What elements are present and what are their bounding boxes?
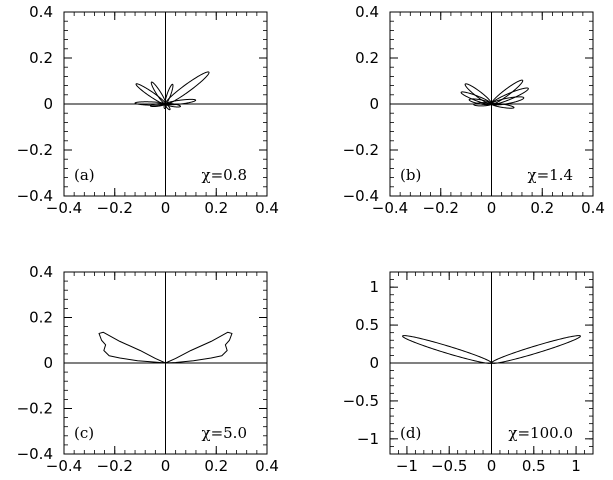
y-tick-label: 0.2 xyxy=(29,49,53,67)
y-tick-label: −0.2 xyxy=(17,400,53,418)
x-tick-label: 0.2 xyxy=(204,457,228,475)
panel-label: (d) xyxy=(400,424,421,442)
emission-lobe-4 xyxy=(135,83,167,105)
x-tick-label: 0 xyxy=(487,457,497,475)
y-tick-label: −0.5 xyxy=(343,392,379,410)
emission-lobe-7 xyxy=(491,102,515,109)
emission-lobe-0 xyxy=(490,96,525,106)
emission-lobe-9 xyxy=(165,102,182,108)
x-tick-label: 0.4 xyxy=(255,199,279,217)
emission-lobe-1 xyxy=(402,335,493,364)
y-tick-label: 0 xyxy=(43,95,53,113)
y-tick-label: −1 xyxy=(357,430,379,448)
y-tick-label: 0.2 xyxy=(29,309,53,327)
x-tick-label: −0.4 xyxy=(46,457,82,475)
chi-annotation: χ=5.0 xyxy=(201,424,247,442)
emission-lobe-6 xyxy=(473,102,492,107)
x-tick-label: 0 xyxy=(487,199,497,217)
emission-lobe-5 xyxy=(468,98,493,106)
chi-annotation: χ=0.8 xyxy=(201,166,247,184)
emission-lobe-3 xyxy=(464,83,493,105)
x-tick-label: 0.4 xyxy=(581,199,605,217)
panel-label: (a) xyxy=(74,166,95,184)
y-tick-label: −0.4 xyxy=(17,445,53,463)
panel-label: (b) xyxy=(400,166,421,184)
x-tick-label: −0.4 xyxy=(372,199,408,217)
emission-lobe-0 xyxy=(490,335,581,364)
x-tick-label: −0.2 xyxy=(423,199,459,217)
emission-lobe-1 xyxy=(164,71,210,105)
y-tick-label: 0.2 xyxy=(355,49,379,67)
x-tick-label: 0.2 xyxy=(530,199,554,217)
y-tick-label: 0.5 xyxy=(355,316,379,334)
x-tick-label: −0.5 xyxy=(431,457,467,475)
x-tick-label: −0.2 xyxy=(97,199,133,217)
y-tick-label: −0.2 xyxy=(343,141,379,159)
y-tick-label: 1 xyxy=(369,278,379,296)
y-tick-label: 0 xyxy=(369,95,379,113)
x-tick-label: 0.5 xyxy=(522,457,546,475)
y-tick-label: 0.4 xyxy=(29,3,53,21)
x-tick-label: −0.4 xyxy=(46,199,82,217)
y-tick-label: −0.2 xyxy=(17,141,53,159)
panel-label: (c) xyxy=(74,424,94,442)
x-tick-label: −1 xyxy=(396,457,418,475)
x-tick-label: 1 xyxy=(571,457,581,475)
panel-c: −0.4 −0.2 0 0.2 0.4 −0.4 −0.2 0 0.2 0.4 (c) χ=5.0 xyxy=(17,263,279,475)
panel-d: −1 −0.5 0 0.5 1 −1 −0.5 0 0.5 1 (d) χ=100.0 xyxy=(343,271,594,475)
panel-b: −0.4 −0.2 0 0.2 0.4 −0.4 −0.2 0 0.2 0.4 (b) χ=1.4 xyxy=(343,3,605,217)
emission-lobe-6 xyxy=(149,102,166,108)
emission-lobe-2 xyxy=(164,83,174,105)
chi-annotation: χ=1.4 xyxy=(527,166,573,184)
y-tick-label: 0 xyxy=(43,354,53,372)
x-tick-label: 0 xyxy=(161,457,171,475)
chi-annotation: χ=100.0 xyxy=(508,424,573,442)
panel-a: −0.4 −0.2 0 0.2 0.4 −0.4 −0.2 0 0.2 0.4 (a) χ=0.8 xyxy=(17,3,279,217)
emission-lobe-2 xyxy=(490,79,524,105)
x-tick-label: 0 xyxy=(161,199,171,217)
emission-lobe-3 xyxy=(150,81,167,105)
x-tick-label: −0.2 xyxy=(97,457,133,475)
x-tick-label: 0.2 xyxy=(204,199,228,217)
emission-lobe-5 xyxy=(134,101,167,106)
y-tick-label: 0.4 xyxy=(29,263,53,281)
y-tick-label: −0.4 xyxy=(17,187,53,205)
emission-lobe-1 xyxy=(490,87,529,105)
y-tick-label: 0.4 xyxy=(355,3,379,21)
x-tick-label: 0.4 xyxy=(255,457,279,475)
y-tick-label: −0.4 xyxy=(343,187,379,205)
emission-curve xyxy=(98,331,233,364)
y-tick-label: 0 xyxy=(369,354,379,372)
